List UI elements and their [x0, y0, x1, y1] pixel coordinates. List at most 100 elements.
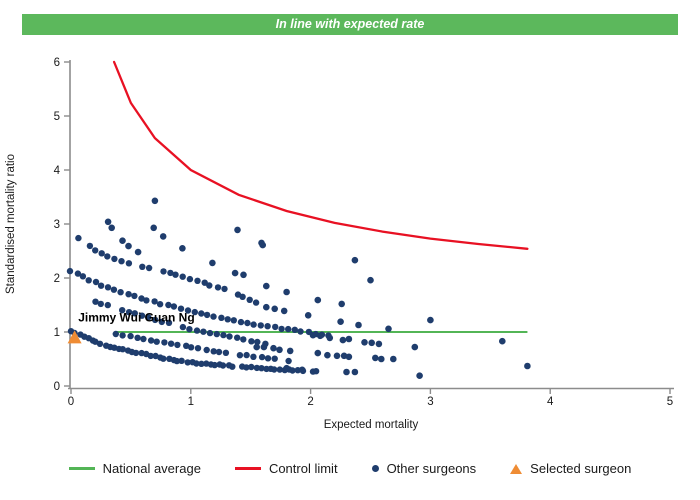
scatter-dot[interactable] — [161, 339, 168, 346]
scatter-dot[interactable] — [147, 352, 154, 360]
scatter-dot[interactable] — [378, 355, 385, 363]
scatter-dot[interactable] — [285, 325, 292, 333]
scatter-dot[interactable] — [159, 233, 167, 240]
scatter-dot[interactable] — [219, 362, 227, 369]
scatter-dot[interactable] — [170, 303, 178, 310]
scatter-dot[interactable] — [119, 332, 126, 339]
scatter-dot[interactable] — [263, 282, 270, 290]
scatter-dot[interactable] — [131, 310, 138, 317]
scatter-dot[interactable] — [337, 318, 344, 326]
scatter-dot[interactable] — [165, 301, 172, 309]
scatter-dot[interactable] — [79, 273, 87, 280]
scatter-dot[interactable] — [278, 325, 285, 333]
scatter-dot[interactable] — [213, 330, 220, 338]
scatter-dot[interactable] — [97, 300, 105, 308]
scatter-dot[interactable] — [104, 301, 112, 309]
scatter-dot[interactable] — [226, 333, 233, 340]
scatter-dot[interactable] — [272, 323, 279, 331]
scatter-dot[interactable] — [125, 260, 133, 267]
scatter-dot[interactable] — [177, 305, 185, 312]
scatter-dot[interactable] — [132, 349, 140, 357]
scatter-dot[interactable] — [125, 242, 132, 250]
scatter-dot[interactable] — [145, 264, 153, 272]
scatter-dot[interactable] — [368, 339, 376, 347]
scatter-dot[interactable] — [246, 296, 253, 303]
scatter-dot[interactable] — [215, 348, 223, 356]
scatter-dot[interactable] — [201, 279, 208, 286]
scatter-dot[interactable] — [125, 291, 132, 298]
scatter-dot[interactable] — [314, 296, 322, 304]
scatter-dot[interactable] — [224, 316, 231, 323]
scatter-dot[interactable] — [140, 335, 147, 343]
scatter-dot[interactable] — [427, 316, 434, 324]
scatter-dot[interactable] — [345, 335, 353, 343]
scatter-dot[interactable] — [86, 242, 94, 250]
scatter-dot[interactable] — [98, 250, 105, 257]
scatter-dot[interactable] — [173, 357, 181, 365]
scatter-dot[interactable] — [186, 275, 194, 283]
scatter-dot[interactable] — [222, 349, 230, 356]
scatter-dot[interactable] — [239, 293, 246, 300]
scatter-dot[interactable] — [355, 321, 362, 329]
scatter-dot[interactable] — [324, 351, 331, 359]
scatter-dot[interactable] — [158, 318, 165, 326]
scatter-dot[interactable] — [92, 298, 99, 305]
scatter-dot[interactable] — [160, 268, 167, 275]
scatter-dot[interactable] — [240, 271, 247, 279]
scatter-dot[interactable] — [258, 365, 265, 372]
scatter-dot[interactable] — [270, 344, 277, 352]
scatter-dot[interactable] — [264, 323, 271, 330]
scatter-dot[interactable] — [390, 355, 397, 363]
scatter-dot[interactable] — [276, 346, 283, 354]
scatter-dot[interactable] — [316, 332, 324, 340]
scatter-dot[interactable] — [260, 343, 268, 351]
scatter-dot[interactable] — [183, 342, 190, 349]
scatter-dot[interactable] — [345, 353, 353, 361]
scatter-dot[interactable] — [250, 353, 257, 360]
scatter-dot[interactable] — [367, 276, 374, 284]
scatter-dot[interactable] — [351, 256, 359, 264]
scatter-dot[interactable] — [264, 355, 272, 362]
scatter-dot[interactable] — [499, 337, 506, 345]
scatter-dot[interactable] — [411, 343, 419, 351]
scatter-dot[interactable] — [150, 224, 157, 232]
scatter-dot[interactable] — [118, 258, 125, 265]
scatter-dot[interactable] — [193, 360, 200, 367]
scatter-dot[interactable] — [165, 319, 173, 326]
scatter-dot[interactable] — [186, 326, 193, 333]
scatter-dot[interactable] — [198, 360, 205, 367]
scatter-dot[interactable] — [104, 253, 111, 260]
scatter-dot[interactable] — [314, 349, 322, 357]
scatter-dot[interactable] — [283, 364, 290, 372]
scatter-dot[interactable] — [111, 255, 118, 263]
scatter-dot[interactable] — [220, 331, 227, 339]
scatter-dot[interactable] — [127, 332, 134, 340]
scatter-dot[interactable] — [104, 218, 112, 226]
scatter-dot[interactable] — [257, 322, 264, 329]
scatter-dot[interactable] — [237, 318, 245, 326]
scatter-dot[interactable] — [372, 354, 379, 362]
scatter-dot[interactable] — [243, 351, 250, 359]
scatter-dot[interactable] — [343, 368, 350, 376]
scatter-dot[interactable] — [75, 234, 82, 242]
scatter-dot[interactable] — [145, 314, 152, 321]
scatter-dot[interactable] — [172, 271, 179, 278]
scatter-dot[interactable] — [134, 248, 142, 256]
scatter-dot[interactable] — [240, 336, 247, 343]
scatter-dot[interactable] — [85, 277, 92, 284]
scatter-dot[interactable] — [280, 307, 288, 315]
scatter-dot[interactable] — [139, 263, 146, 270]
scatter-dot[interactable] — [112, 330, 120, 338]
scatter-dot[interactable] — [312, 368, 320, 375]
scatter-dot[interactable] — [184, 359, 191, 366]
scatter-dot[interactable] — [167, 340, 175, 347]
scatter-dot[interactable] — [117, 289, 124, 296]
scatter-dot[interactable] — [104, 284, 112, 291]
scatter-dot[interactable] — [203, 311, 211, 319]
scatter-dot[interactable] — [119, 307, 126, 314]
scatter-dot[interactable] — [108, 224, 115, 232]
scatter-dot[interactable] — [333, 352, 341, 360]
scatter-dot[interactable] — [191, 308, 198, 316]
scatter-dot[interactable] — [304, 312, 312, 319]
scatter-dot[interactable] — [138, 295, 145, 302]
